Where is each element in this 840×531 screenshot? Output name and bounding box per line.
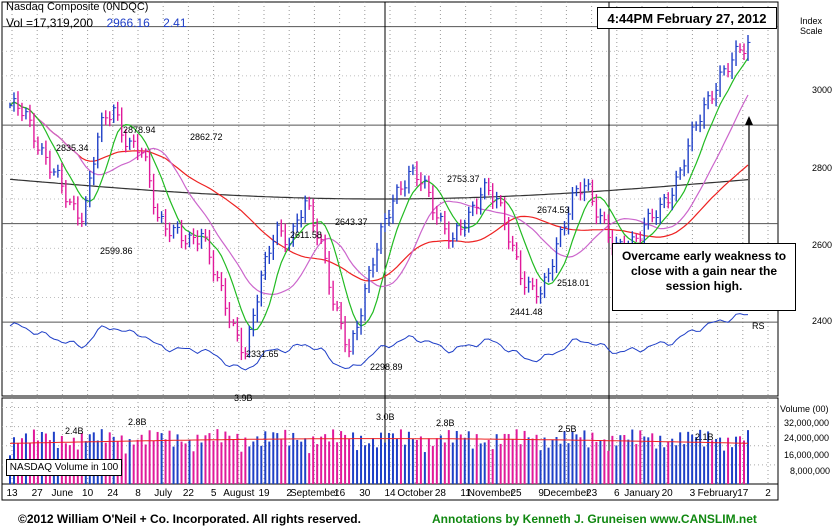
date-tick-label: 6 — [614, 488, 620, 499]
timestamp-box: 4:44PM February 27, 2012 — [597, 7, 777, 29]
volume-label: 3.9B — [234, 393, 253, 403]
volume-tick-24m: 24,000,000 — [784, 433, 830, 443]
price-label: 2599.86 — [100, 246, 133, 256]
price-label: 2331.65 — [246, 349, 279, 359]
date-tick-label: 20 — [662, 488, 674, 499]
volume-legend-box: NASDAQ Volume in 100 — [6, 459, 122, 476]
date-tick-label: 2 — [286, 488, 292, 499]
date-tick-label: December — [543, 488, 590, 499]
volume-readout: Vol =17,319,200 2966.16 2.41 — [6, 16, 187, 30]
volume-value: Vol =17,319,200 — [6, 16, 94, 30]
change-value: 2.41 — [163, 16, 187, 30]
volume-label: 2.8B — [128, 417, 147, 427]
date-tick-label: 11 — [460, 488, 471, 499]
volume-label: 2.8B — [436, 418, 455, 428]
date-tick-label: 17 — [737, 488, 749, 499]
volume-label: 2.4B — [65, 426, 84, 436]
index-scale-label-1: Index — [800, 16, 823, 26]
price-bars — [9, 35, 751, 361]
date-tick-label: 10 — [82, 488, 94, 499]
volume-axis-label: Volume (00) — [780, 404, 829, 414]
date-tick-label: November — [468, 488, 515, 499]
volume-tick-16m: 16,000,000 — [784, 450, 830, 460]
volume-tick-8m: 8,000,000 — [790, 466, 831, 476]
index-scale-label-2: Scale — [800, 26, 823, 36]
price-label: 2753.37 — [447, 174, 480, 184]
index-title: Nasdaq Composite (0NDQC) — [6, 1, 149, 13]
annotation-arrow — [745, 116, 753, 243]
moving-average-lines — [9, 57, 749, 444]
date-tick-label: January — [624, 488, 660, 499]
date-axis-frame — [1, 483, 779, 501]
date-tick-label: 8 — [135, 488, 141, 499]
date-tick-label: October — [397, 488, 433, 499]
date-tick-label: 24 — [107, 488, 119, 499]
volume-label: 2.1B — [695, 432, 714, 442]
annotation-credit: Annotations by Kenneth J. Gruneisen www.… — [432, 512, 757, 526]
annotation-arrow-head — [745, 116, 753, 125]
copyright: ©2012 William O'Neil + Co. Incorporated.… — [18, 512, 361, 526]
volume-label: 2.5B — [558, 424, 577, 434]
price-label: 2835.34 — [56, 143, 89, 153]
rs-line — [9, 313, 749, 371]
price-tick-3000: 3000 — [812, 85, 833, 95]
date-tick-label: 28 — [435, 488, 447, 499]
date-tick-label: 30 — [359, 488, 371, 499]
ma21-line — [9, 94, 749, 296]
rs-label: RS — [752, 321, 765, 331]
date-tick-label: 14 — [384, 488, 396, 499]
annotation-box: Overcame early weakness to close with a … — [612, 243, 796, 311]
date-tick-label: 25 — [510, 488, 522, 499]
date-tick-label: August — [223, 488, 254, 499]
date-tick-label: 13 — [6, 488, 18, 499]
date-tick-label: 23 — [586, 488, 598, 499]
date-tick-label: 27 — [32, 488, 44, 499]
date-tick-label: July — [154, 488, 172, 499]
price-label: 2611.58 — [290, 230, 322, 240]
price-label: 2298.89 — [370, 362, 403, 372]
price-tick-2800: 2800 — [812, 163, 833, 173]
volume-average-line — [9, 438, 749, 444]
ma10-line — [9, 57, 749, 331]
volume-tick-32m: 32,000,000 — [784, 418, 830, 428]
price-label: 2674.53 — [537, 205, 570, 215]
date-tick-label: February — [698, 488, 738, 499]
date-tick-label: 22 — [183, 488, 195, 499]
price-label: 2441.48 — [510, 307, 543, 317]
price-value: 2966.16 — [106, 16, 150, 30]
date-tick-label: 5 — [211, 488, 217, 499]
price-tick-2400: 2400 — [812, 316, 833, 326]
price-labels: 2835.34 2878.94 2862.72 2599.86 2611.58 2643.… — [56, 125, 714, 442]
ma50-line — [9, 101, 749, 282]
date-tick-label: 3 — [690, 488, 696, 499]
volume-label: 3.0B — [376, 412, 395, 422]
date-tick-label: June — [52, 488, 74, 499]
date-tick-label: 2 — [765, 488, 771, 499]
date-tick-label: 16 — [334, 488, 346, 499]
price-label: 2518.01 — [557, 278, 590, 288]
price-tick-2600: 2600 — [812, 240, 833, 250]
price-label: 2862.72 — [190, 132, 223, 142]
date-tick-label: September — [290, 488, 340, 499]
ma200-line — [9, 178, 749, 200]
price-label: 2878.94 — [123, 125, 156, 135]
date-tick-label: 19 — [258, 488, 270, 499]
date-tick-label: 9 — [538, 488, 544, 499]
price-label: 2643.37 — [335, 217, 368, 227]
